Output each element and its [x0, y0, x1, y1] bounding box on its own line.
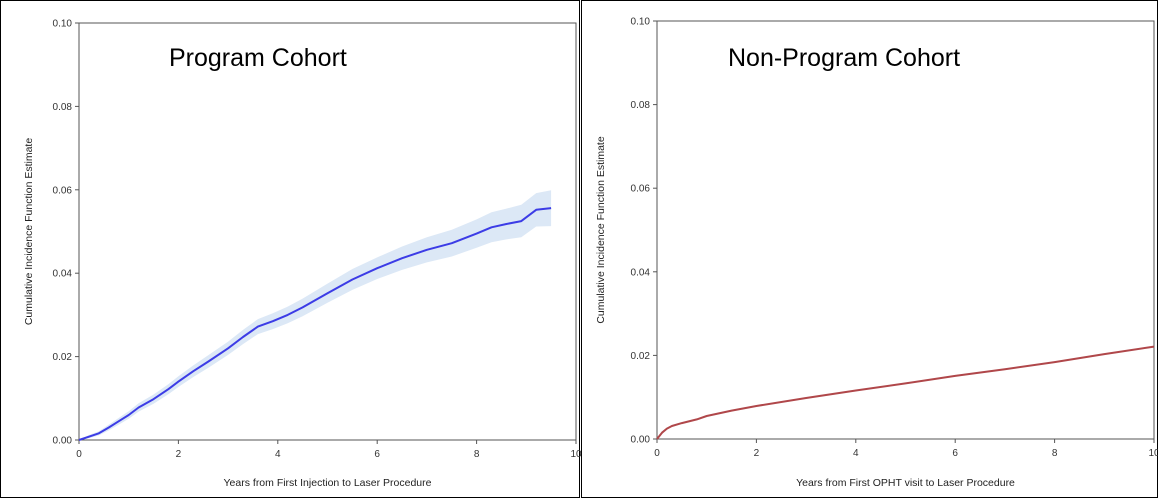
x-tick-label: 2 — [176, 449, 182, 460]
chart-panel-non-program-cohort: 0.00 0.02 0.04 0.06 0.08 0.10 0 2 4 6 8 10 Years fro… — [581, 0, 1158, 498]
chart-panel-program-cohort: 0.00 0.02 0.04 0.06 0.08 0.10 0 2 4 6 8 10 Years fro… — [0, 0, 582, 498]
x-tick-label: 10 — [1148, 448, 1158, 459]
x-tick-label: 0 — [654, 448, 660, 459]
x-tick-label: 8 — [474, 449, 480, 460]
y-tick-label: 0.06 — [631, 184, 651, 195]
x-tick-label: 0 — [76, 449, 82, 460]
chart-title: Non-Program Cohort — [728, 44, 960, 72]
y-axis-label: Cumulative Incidence Function Estimate — [595, 136, 607, 323]
y-tick-label: 0.04 — [631, 267, 651, 278]
series-line — [78, 207, 552, 441]
confidence-band — [79, 190, 552, 440]
y-tick-label: 0.02 — [53, 352, 73, 363]
plot-frame — [656, 20, 1155, 440]
x-axis-label: Years from First Injection to Laser Proc… — [224, 477, 432, 489]
y-tick-label: 0.10 — [631, 17, 651, 28]
y-tick-label: 0.00 — [53, 436, 73, 447]
y-axis-label: Cumulative Incidence Function Estimate — [23, 138, 35, 325]
program-cohort-chart: 0.00 0.02 0.04 0.06 0.08 0.10 0 2 4 6 8 10 Years fro… — [23, 19, 582, 490]
x-tick-label: 2 — [754, 448, 760, 459]
y-tick-label: 0.02 — [631, 351, 651, 362]
y-tick-label: 0.08 — [631, 100, 651, 111]
x-tick-label: 4 — [275, 449, 281, 460]
y-tick-label: 0.06 — [53, 185, 73, 196]
x-tick-label: 4 — [853, 448, 859, 459]
x-tick-label: 6 — [374, 449, 380, 460]
y-tick-label: 0.00 — [631, 435, 651, 446]
x-tick-label: 6 — [952, 448, 958, 459]
chart-title: Program Cohort — [169, 44, 347, 72]
y-tick-label: 0.04 — [53, 269, 73, 280]
x-tick-label: 10 — [570, 449, 582, 460]
non-program-cohort-chart: 0.00 0.02 0.04 0.06 0.08 0.10 0 2 4 6 8 10 Years fro… — [595, 17, 1158, 490]
y-tick-label: 0.10 — [53, 19, 73, 30]
plot-frame — [78, 22, 577, 441]
series-line — [656, 345, 1155, 440]
x-tick-label: 8 — [1052, 448, 1058, 459]
x-axis-label: Years from First OPHT visit to Laser Pro… — [796, 477, 1015, 489]
y-tick-label: 0.08 — [53, 102, 73, 113]
